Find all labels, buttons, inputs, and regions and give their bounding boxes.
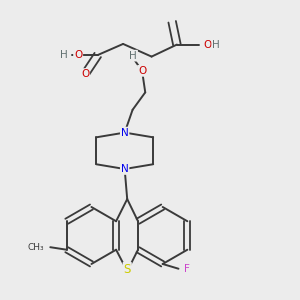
Text: H: H (129, 51, 137, 61)
Text: H: H (212, 40, 220, 50)
Text: CH₃: CH₃ (28, 243, 45, 252)
Text: N: N (121, 164, 128, 174)
Text: S: S (124, 263, 131, 276)
Text: O: O (138, 66, 146, 76)
Text: F: F (184, 264, 190, 274)
Text: O: O (81, 69, 89, 79)
Text: H: H (60, 50, 68, 60)
Text: N: N (121, 128, 128, 138)
Text: O: O (204, 40, 212, 50)
Text: O: O (74, 50, 82, 60)
